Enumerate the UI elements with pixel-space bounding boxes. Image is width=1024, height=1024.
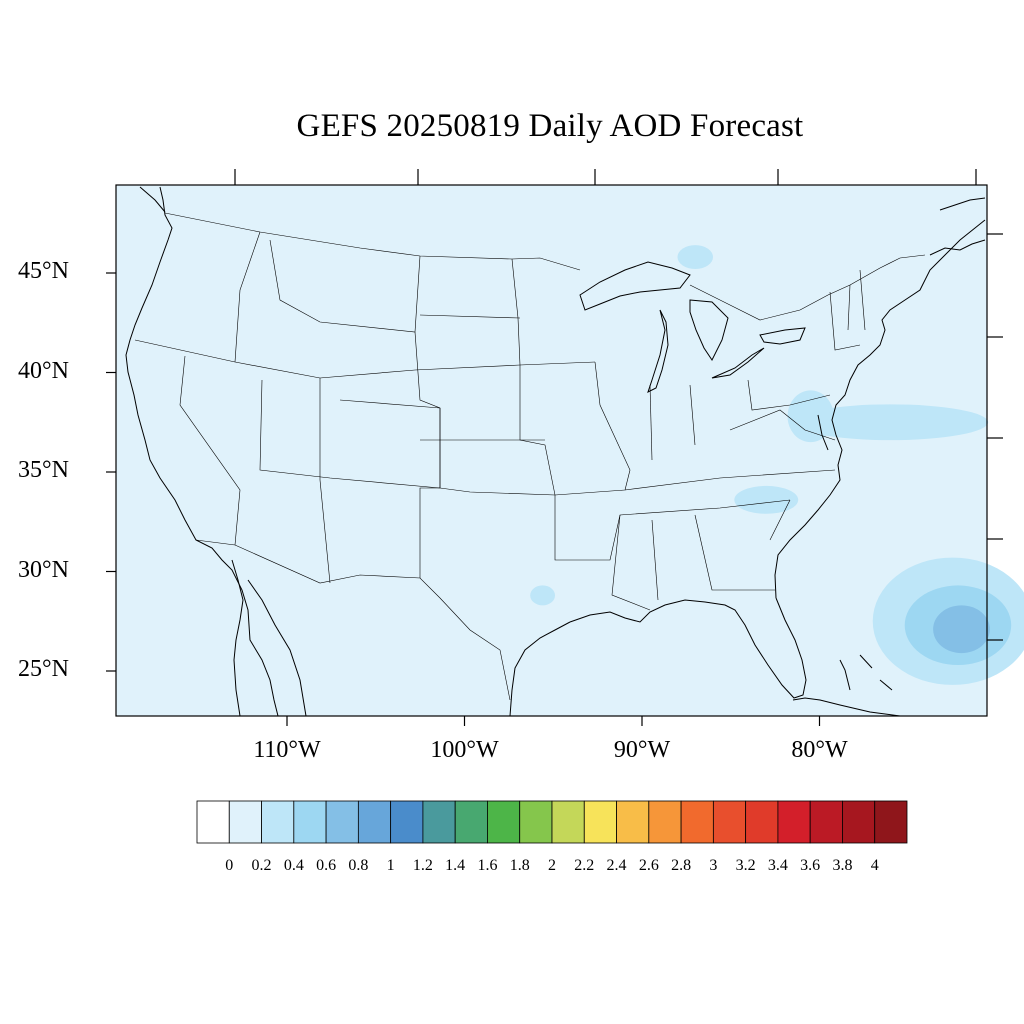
colorbar-label: 3.2 [735, 857, 756, 874]
axis-ticks [106, 169, 1003, 726]
colorbar-label: 0.4 [283, 857, 304, 874]
colorbar-swatch [583, 800, 617, 844]
colorbar-label: 0.8 [348, 857, 369, 874]
longitude-label: 110°W [253, 737, 321, 763]
colorbar-swatch [648, 800, 682, 844]
longitude-label: 90°W [613, 737, 671, 763]
colorbar-swatch [519, 800, 553, 844]
map-frame [115, 184, 988, 717]
colorbar-swatch [325, 800, 359, 844]
colorbar-swatch [228, 800, 262, 844]
colorbar-label: 2.2 [574, 857, 595, 874]
colorbar-label: 1.2 [412, 857, 433, 874]
colorbar-swatch [712, 800, 747, 844]
colorbar-label: 0.2 [251, 857, 272, 874]
colorbar-swatch [390, 800, 424, 844]
colorbar-swatch [422, 800, 456, 844]
colorbar-swatch [777, 800, 811, 844]
colorbar-swatch [616, 800, 650, 844]
colorbar-label: 2.8 [671, 857, 692, 874]
aod-contour-layer [530, 245, 1024, 685]
latitude-label: 40°N [18, 357, 69, 384]
map-background [116, 185, 987, 716]
latitude-label: 35°N [18, 457, 69, 483]
colorbar-swatch [874, 800, 908, 844]
colorbar-swatch [454, 800, 488, 844]
colorbar-label: 0 [225, 857, 234, 874]
state-borders [134, 212, 926, 701]
colorbar-label: 1.8 [509, 857, 530, 874]
colorbar-label: 1.6 [477, 857, 498, 874]
latitude-label: 45°N [18, 258, 69, 284]
colorbar-label: 3 [709, 857, 718, 874]
colorbar-label: 2.4 [606, 857, 627, 874]
colorbar-swatch [293, 800, 327, 844]
colorbar-label: 1.4 [445, 857, 466, 874]
colorbar [196, 800, 908, 844]
colorbar-swatch [551, 800, 585, 844]
aod-region [677, 245, 713, 270]
colorbar-swatch [357, 800, 392, 844]
colorbar-swatch [745, 800, 779, 844]
colorbar-swatch [842, 800, 876, 844]
colorbar-swatch [261, 800, 295, 844]
colorbar-label: 3.4 [767, 857, 788, 874]
colorbar-label: 2.6 [638, 857, 659, 874]
colorbar-label: 3.8 [832, 857, 853, 874]
colorbar-swatch [487, 800, 521, 844]
aod-region [530, 585, 556, 606]
latitude-label: 25°N [18, 656, 69, 682]
colorbar-label: 2 [548, 857, 556, 874]
longitude-label: 80°W [791, 737, 848, 763]
longitude-label: 100°W [430, 737, 499, 763]
colorbar-label: 3.6 [800, 857, 821, 874]
aod-region [792, 404, 989, 441]
colorbar-swatch [809, 800, 843, 844]
colorbar-label: 1 [386, 857, 395, 874]
aod-region [734, 485, 799, 514]
latitude-label: 30°N [18, 556, 69, 583]
map-title: GEFS 20250819 Daily AOD Forecast [296, 108, 804, 144]
aod-region [787, 390, 834, 443]
colorbar-swatch [680, 800, 714, 844]
colorbar-label: 4 [870, 857, 879, 874]
colorbar-label: 0.6 [316, 857, 337, 874]
coastline [125, 186, 986, 717]
aod-region [933, 605, 990, 654]
colorbar-swatch [196, 800, 230, 844]
